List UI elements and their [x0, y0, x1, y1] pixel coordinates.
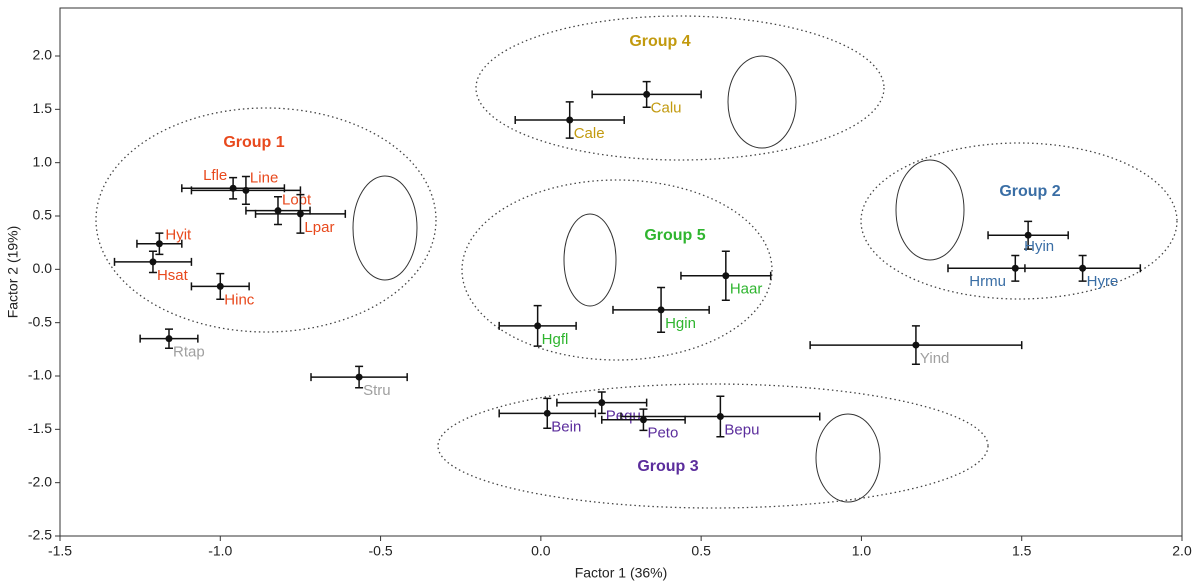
point: [657, 306, 665, 314]
beetle: [895, 159, 965, 261]
y-tick-label: -2.5: [28, 527, 52, 543]
y-tick-label: 0.5: [33, 207, 53, 223]
beetle: [815, 413, 881, 503]
point-label: Hgin: [665, 315, 696, 332]
point: [722, 272, 730, 280]
point-label: Lobt: [282, 192, 312, 209]
point-label: Calu: [651, 99, 682, 116]
point-label: Cale: [574, 125, 605, 142]
y-tick-label: -2.0: [28, 473, 52, 489]
point-label: Hsat: [157, 267, 189, 284]
point-label: Hgfl: [542, 331, 569, 348]
point: [534, 322, 542, 330]
x-tick-label: 0.5: [691, 543, 711, 559]
y-tick-label: 1.0: [33, 153, 53, 169]
point: [242, 186, 250, 194]
point-label: Hyin: [1024, 238, 1054, 255]
x-tick-label: 1.0: [852, 543, 872, 559]
point-label: Hrmu: [969, 273, 1006, 290]
group-label: Group 5: [644, 227, 705, 244]
x-axis-label: Factor 1 (36%): [575, 565, 668, 581]
beetle: [727, 55, 797, 149]
x-tick-label: 2.0: [1172, 543, 1192, 559]
point: [1079, 264, 1087, 272]
y-tick-label: -1.0: [28, 367, 52, 383]
point-label: Peto: [647, 425, 678, 442]
group-outline: [437, 383, 989, 509]
group-outline: [461, 179, 773, 361]
point-label: Hinc: [224, 291, 255, 308]
point: [1024, 231, 1032, 239]
point: [1011, 264, 1019, 272]
group-label: Group 2: [999, 183, 1060, 200]
beetle: [352, 175, 418, 281]
x-tick-label: -0.5: [369, 543, 393, 559]
point: [716, 413, 724, 421]
point: [274, 207, 282, 215]
point-label: Bepu: [724, 422, 759, 439]
x-tick-label: -1.5: [48, 543, 72, 559]
y-tick-label: -0.5: [28, 313, 52, 329]
group-outline: [95, 107, 437, 333]
point-label: Hyre: [1087, 273, 1119, 290]
point: [639, 416, 647, 424]
point-label: Stru: [363, 382, 391, 399]
group-outline: [475, 15, 885, 161]
point-label: Yind: [920, 350, 949, 367]
point-label: Haar: [730, 281, 763, 298]
point: [543, 409, 551, 417]
point: [912, 341, 920, 349]
x-tick-label: -1.0: [208, 543, 232, 559]
y-tick-label: 0.0: [33, 260, 53, 276]
point: [165, 335, 173, 343]
point-label: Line: [250, 169, 278, 186]
x-tick-label: 0.0: [531, 543, 551, 559]
point: [643, 90, 651, 98]
plot-frame: [59, 7, 1183, 537]
group-outline: [860, 142, 1178, 300]
point: [155, 240, 163, 248]
point-label: Lpar: [304, 219, 334, 236]
group-label: Group 1: [223, 134, 284, 151]
y-tick-label: 1.5: [33, 100, 53, 116]
y-tick-label: -1.5: [28, 420, 52, 436]
point: [216, 282, 224, 290]
point-label: Bein: [551, 418, 581, 435]
group-label: Group 4: [629, 33, 690, 50]
point: [296, 210, 304, 218]
point-label: Hyit: [165, 227, 192, 244]
group-label: Group 3: [637, 458, 698, 475]
point: [566, 116, 574, 124]
y-axis-label: Factor 2 (19%): [5, 226, 21, 319]
y-tick-label: 2.0: [33, 47, 53, 63]
point: [355, 373, 363, 381]
point-label: Rtap: [173, 344, 205, 361]
point: [149, 258, 157, 266]
x-tick-label: 1.5: [1012, 543, 1032, 559]
point: [598, 399, 606, 407]
point-label: Lfle: [203, 167, 227, 184]
beetle-drawings: [352, 55, 965, 503]
beetle: [563, 213, 617, 307]
